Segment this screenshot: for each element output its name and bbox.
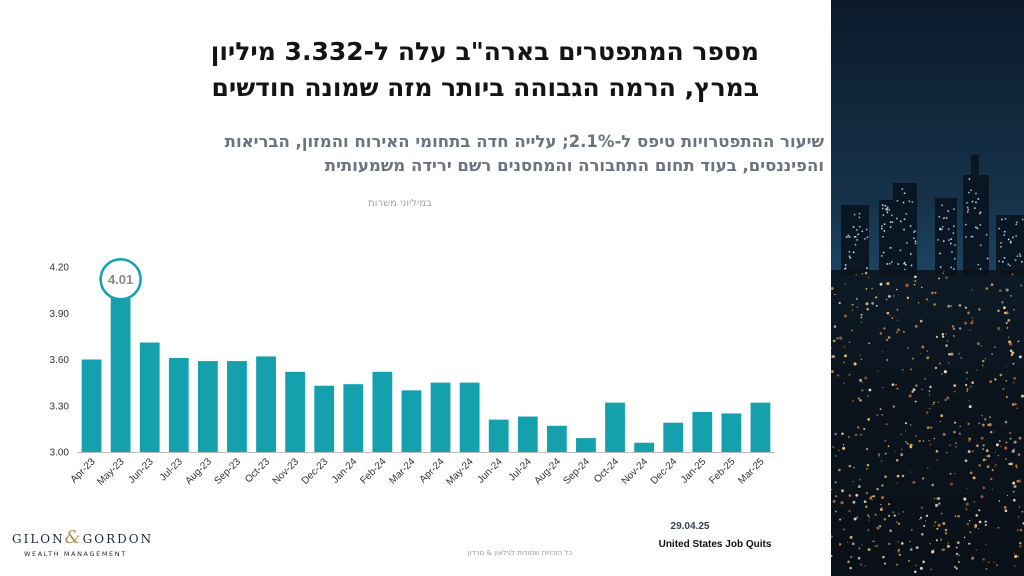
- x-tick-label: Jun-23: [126, 456, 156, 486]
- x-tick-label: Jun-24: [475, 456, 505, 486]
- title-line-1: מספר המתפטרים בארה"ב עלה ל-3.332 מיליון: [210, 37, 759, 66]
- x-tick-label: Mar-25: [736, 456, 766, 486]
- bar: [168, 357, 189, 452]
- highlight-label: 4.01: [108, 272, 133, 287]
- date-label: 29.04.25: [670, 521, 710, 532]
- bar: [110, 296, 131, 452]
- x-tick-label: Sep-24: [561, 456, 592, 487]
- x-tick-label: May-24: [444, 456, 476, 488]
- x-tick-label: Dec-23: [300, 456, 331, 487]
- logo-name-right: GORDON: [82, 532, 154, 546]
- bar: [314, 385, 335, 452]
- bar: [343, 384, 364, 452]
- x-tick-label: Sep-23: [212, 456, 243, 487]
- y-tick-label: 3.00: [50, 448, 70, 459]
- x-tick-label: Feb-24: [358, 456, 388, 486]
- logo-tagline: WEALTH MANAGEMENT: [24, 550, 127, 558]
- subtitle-line-1: שיעור ההתפטרויות טיפס ל-2.1%; עלייה חדה …: [224, 132, 824, 151]
- bar: [692, 411, 713, 452]
- bar: [605, 402, 625, 452]
- subtitle: שיעור ההתפטרויות טיפס ל-2.1%; עלייה חדה …: [44, 130, 824, 178]
- title-line-2: במרץ, הרמה הגבוהה ביותר מזה שמונה חודשים: [211, 73, 759, 102]
- bar: [488, 419, 509, 452]
- y-tick-label: 3.30: [50, 401, 70, 412]
- logo-name-left: GILON: [12, 532, 65, 546]
- x-tick-label: Aug-23: [183, 456, 214, 487]
- city-night-photo: [831, 0, 1024, 576]
- bar: [663, 422, 684, 452]
- bar: [285, 371, 306, 452]
- x-tick-label: Jul-23: [158, 456, 185, 483]
- x-tick-label: Apr-23: [69, 456, 98, 485]
- y-tick-label: 3.90: [50, 309, 70, 320]
- x-tick-label: Nov-23: [271, 456, 302, 487]
- x-tick-label: Apr-24: [418, 456, 447, 485]
- x-tick-label: Feb-25: [707, 456, 737, 486]
- source-label: United States Job Quits: [658, 539, 772, 550]
- x-tick-label: Jul-24: [507, 456, 534, 483]
- city-lights-ground: [831, 271, 1024, 574]
- page-title: מספר המתפטרים בארה"ב עלה ל-3.332 מיליון …: [59, 34, 759, 106]
- bar: [546, 425, 567, 452]
- bar: [139, 342, 160, 452]
- bar: [401, 390, 422, 452]
- bar: [227, 361, 247, 452]
- x-tick-label: Nov-24: [620, 456, 651, 487]
- unit-label: במיליוני משרות: [368, 198, 432, 209]
- y-tick-label: 4.20: [50, 263, 70, 274]
- bar: [197, 361, 218, 452]
- company-logo: GILON&GORDON WEALTH MANAGEMENT: [12, 527, 152, 558]
- x-tick-label: May-23: [95, 456, 127, 488]
- x-tick-label: Jan-25: [679, 456, 709, 486]
- logo-wordmark: GILON&GORDON: [12, 527, 152, 548]
- copyright-footer: כל הזכויות שמורות לגילאון & גורדון: [467, 549, 573, 557]
- y-tick-label: 3.60: [50, 355, 70, 366]
- x-tick-label: Oct-23: [243, 456, 272, 485]
- x-tick-label: Jan-24: [330, 456, 360, 486]
- bar: [81, 359, 102, 452]
- bar: [576, 438, 596, 452]
- highlight-circle: [99, 258, 142, 301]
- bar: [517, 416, 538, 452]
- bar: [634, 442, 655, 452]
- x-tick-label: Oct-24: [592, 456, 621, 485]
- bar: [750, 402, 771, 452]
- bar: [430, 382, 451, 452]
- subtitle-line-2: והפיננסים, בעוד תחום התחבורה והמחסנים רש…: [324, 156, 824, 175]
- bar: [372, 371, 393, 452]
- bar: [256, 356, 276, 452]
- x-tick-label: Dec-24: [649, 456, 680, 487]
- bar: [459, 382, 480, 452]
- bar: [721, 413, 742, 452]
- x-tick-label: Mar-24: [387, 456, 417, 486]
- x-tick-label: Aug-24: [532, 456, 563, 487]
- logo-ampersand: &: [64, 527, 83, 548]
